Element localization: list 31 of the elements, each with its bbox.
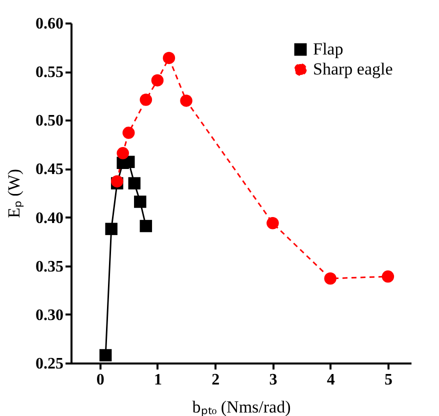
point bbox=[266, 217, 279, 230]
x-tick-label: 3 bbox=[269, 372, 278, 388]
point bbox=[180, 94, 192, 107]
point bbox=[140, 220, 152, 232]
legend-label: Flap bbox=[313, 40, 344, 58]
legend-label: Sharp eagle bbox=[313, 60, 393, 78]
point bbox=[116, 147, 129, 160]
point bbox=[128, 177, 141, 190]
y-tick-label: 0.35 bbox=[36, 258, 64, 276]
point bbox=[140, 94, 152, 106]
y-tick-label: 0.55 bbox=[36, 64, 64, 82]
x-tick-label: 5 bbox=[384, 372, 392, 388]
point bbox=[162, 52, 176, 64]
y-tick-label: 0.25 bbox=[36, 356, 64, 372]
y-tick-label: 0.40 bbox=[36, 210, 64, 227]
x-tick-label: 1 bbox=[154, 372, 162, 388]
x-tick-label: 0 bbox=[96, 372, 104, 388]
point bbox=[151, 74, 164, 86]
y-tick-label: 0.45 bbox=[36, 161, 64, 178]
point bbox=[134, 196, 146, 208]
y-tick-label: 0.30 bbox=[36, 306, 64, 324]
point bbox=[382, 270, 394, 283]
x-tick-label: 4 bbox=[326, 372, 335, 388]
x-tick-label: 2 bbox=[212, 372, 220, 388]
y-tick-label: 0.50 bbox=[36, 112, 64, 130]
point bbox=[105, 222, 118, 236]
y-axis-title: Eₚ (W) bbox=[4, 168, 24, 218]
point bbox=[99, 349, 112, 362]
y-tick-label: 0.60 bbox=[36, 16, 64, 32]
point bbox=[324, 272, 336, 285]
point bbox=[122, 126, 135, 139]
